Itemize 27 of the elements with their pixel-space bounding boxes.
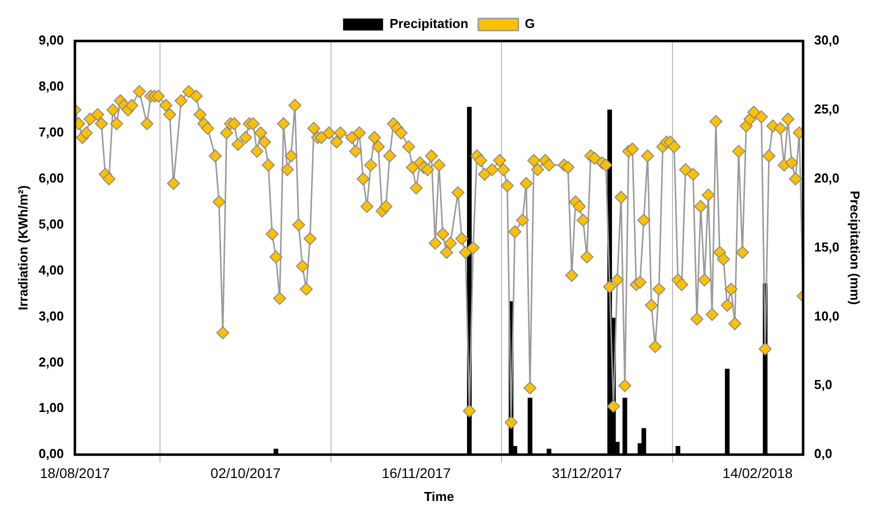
x-tick-label: 16/11/2017 bbox=[382, 464, 451, 481]
x-axis-title: Time bbox=[424, 488, 454, 504]
x-tick-label: 02/10/2017 bbox=[210, 464, 281, 481]
y-tick-label: 9,00 bbox=[38, 32, 64, 48]
y2-tick-label: 15,0 bbox=[814, 239, 840, 254]
y-tick-label: 4,00 bbox=[38, 262, 64, 278]
y-tick-label: 2,00 bbox=[38, 354, 64, 370]
y2-tick-label: 5,0 bbox=[814, 377, 832, 392]
x-tick-label: 31/12/2017 bbox=[552, 464, 622, 481]
legend-label: G bbox=[524, 16, 535, 32]
y2-tick-label: 0,0 bbox=[814, 446, 832, 462]
y2-tick-label: 25,0 bbox=[814, 102, 840, 117]
y-tick-label: 6,00 bbox=[38, 170, 64, 186]
legend-label: Precipitation bbox=[390, 16, 468, 32]
y-axis-title: Irradiation (KWh/m²) bbox=[15, 185, 30, 310]
x-tick-label: 18/08/2017 bbox=[40, 464, 110, 481]
y-tick-label: 8,00 bbox=[38, 78, 64, 94]
y2-axis-title: Precipitation (mm) bbox=[848, 190, 863, 305]
y-tick-label: 1,00 bbox=[38, 400, 64, 416]
y-tick-label: 5,00 bbox=[38, 216, 64, 232]
y-tick-label: 3,00 bbox=[38, 308, 64, 324]
y2-tick-label: 30,0 bbox=[814, 32, 840, 48]
y-tick-label: 7,00 bbox=[38, 124, 64, 140]
x-tick-label: 14/02/2018 bbox=[722, 464, 793, 481]
y2-tick-label: 10,0 bbox=[814, 308, 840, 324]
y-tick-label: 0,00 bbox=[38, 446, 64, 462]
y2-tick-label: 20,0 bbox=[814, 170, 840, 186]
